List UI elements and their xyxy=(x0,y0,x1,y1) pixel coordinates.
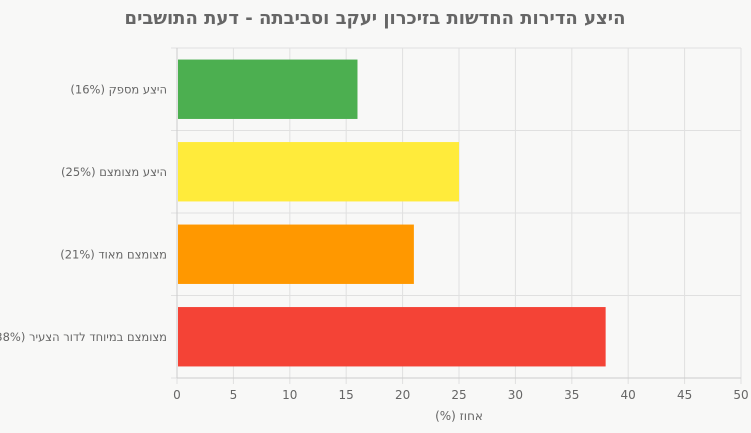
x-tick-label: 10 xyxy=(282,388,297,402)
x-tick-label: 5 xyxy=(230,388,238,402)
x-tick-label: 50 xyxy=(733,388,748,402)
x-tick-label: 0 xyxy=(173,388,181,402)
category-label: היצע מצומצם (25%) xyxy=(61,165,167,179)
x-tick-label: 20 xyxy=(395,388,410,402)
bar xyxy=(178,307,606,367)
bar xyxy=(178,59,358,119)
chart-title: היצע הדירות החדשות בזיכרון יעקב וסביבתה … xyxy=(125,8,626,29)
bar xyxy=(178,142,459,202)
category-label: מצומצם במיוחד לדור הצעיר (38%) xyxy=(0,330,167,344)
x-tick-label: 25 xyxy=(451,388,466,402)
x-tick-label: 30 xyxy=(508,388,523,402)
x-tick-label: 15 xyxy=(339,388,354,402)
x-tick-label: 40 xyxy=(621,388,636,402)
category-label: היצע מספק (16%) xyxy=(70,82,167,96)
category-label: מצומצם מאוד (21%) xyxy=(60,247,167,261)
x-tick-label: 35 xyxy=(564,388,579,402)
x-axis-label: אחוז (%) xyxy=(435,409,483,423)
bar xyxy=(178,224,414,284)
x-tick-label: 45 xyxy=(677,388,692,402)
